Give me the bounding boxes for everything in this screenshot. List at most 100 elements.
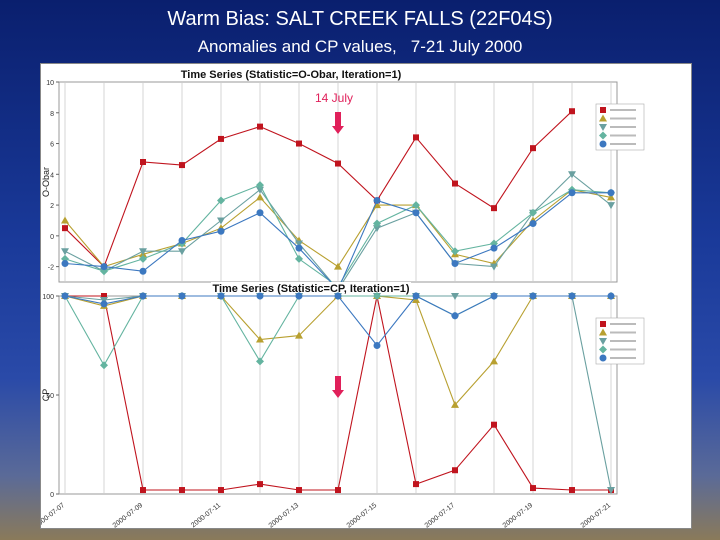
bottom-series-3-point	[451, 293, 459, 300]
bottom-series-1-point	[218, 487, 224, 494]
bottom-ytick-label: 50	[46, 393, 54, 400]
top-series-3-point	[607, 202, 615, 210]
bottom-series-1-point	[452, 467, 458, 474]
bottom-series-1-point	[101, 293, 107, 299]
top-chart-title: Time Series (Statistic=O-Obar, Iteration…	[181, 69, 402, 81]
top-series-2-point	[607, 193, 615, 201]
bottom-legend-marker-2	[599, 328, 607, 336]
bottom-series-5-point	[334, 292, 342, 300]
bottom-series-5-point	[451, 312, 459, 320]
top-series-1-point	[413, 134, 419, 141]
bottom-series-1-point	[413, 481, 419, 488]
top-annotation: 14 July	[315, 91, 353, 105]
bottom-y-axis-label: CP	[41, 389, 51, 402]
top-series-1-point	[296, 140, 302, 147]
bottom-series-5-point	[412, 292, 420, 300]
top-series-5-point	[568, 189, 576, 197]
top-series-1-point	[452, 180, 458, 187]
bottom-series-1-point	[296, 487, 302, 494]
top-series-4-point	[373, 219, 381, 228]
top-series-1-point	[257, 123, 263, 130]
bottom-series-4-point	[100, 361, 108, 370]
date-range: 7-21 July 2000	[410, 37, 523, 56]
top-ytick-label: -2	[48, 265, 54, 272]
top-series-3-point	[217, 217, 225, 225]
top-series-2-point	[334, 262, 342, 270]
top-ytick-label: 6	[50, 142, 54, 149]
top-series-1-point	[218, 135, 224, 142]
top-series-3-point	[61, 248, 69, 256]
top-series-1-point	[530, 145, 536, 152]
bottom-series-2-point	[490, 357, 498, 365]
top-series-3-point	[295, 240, 303, 248]
top-legend-marker-1	[600, 107, 606, 113]
bottom-series-3-point	[607, 487, 615, 495]
bottom-xtick-label: 2000-07-09	[112, 502, 145, 528]
bottom-series-5-point	[568, 292, 576, 300]
top-legend-marker-3	[599, 124, 607, 131]
top-ytick-label: 10	[46, 80, 54, 87]
top-series-2-point	[256, 193, 264, 201]
bottom-series-2-point	[256, 335, 264, 343]
bottom-series-5-point	[256, 292, 264, 300]
bottom-series-5-point	[139, 292, 147, 300]
bottom-series-1-point	[140, 487, 146, 494]
top-series-4-point	[61, 254, 69, 263]
bottom-ytick-label: 0	[50, 492, 54, 499]
top-legend-marker-4	[599, 131, 607, 140]
top-series-5-point	[373, 196, 381, 204]
bottom-chart: 100 50 0 CP Time Series (Statistic=CP, Itera…	[34, 282, 645, 530]
bottom-series-5-point	[490, 292, 498, 300]
top-series-5-point	[529, 220, 537, 228]
bottom-xtick-label: 2000-07-11	[190, 502, 222, 528]
top-series-4-point	[139, 254, 147, 263]
top-series-5-point	[217, 227, 225, 235]
bottom-series-5-point	[61, 292, 69, 300]
top-series-5-point	[607, 189, 615, 197]
top-series-4-point	[295, 254, 303, 263]
top-series-1-point	[335, 160, 341, 167]
bottom-series-1-point	[530, 485, 536, 492]
top-series-5-point	[256, 209, 264, 217]
bottom-legend-marker-3	[599, 338, 607, 345]
top-series-4-point	[217, 196, 225, 205]
bottom-xtick-label: 2000-07-19	[502, 502, 535, 528]
bottom-legend-marker-4	[599, 345, 607, 354]
bottom-series-4-point	[256, 357, 264, 366]
bottom-series-5-point	[373, 342, 381, 349]
top-series-4-point	[451, 247, 459, 256]
bottom-series-4-point	[373, 292, 381, 300]
slide-title: Warm Bias: SALT CREEK FALLS (22F04S)	[167, 8, 553, 30]
top-title-bg	[191, 68, 391, 80]
bottom-xtick-label: 2000-07-13	[268, 502, 301, 528]
top-series-5-point	[178, 236, 186, 244]
bottom-series-1-point	[335, 487, 341, 494]
bottom-arrow-head	[332, 390, 344, 398]
top-ytick-label: 8	[50, 111, 54, 118]
top-series-5-point	[100, 263, 108, 271]
top-series-3-point	[178, 248, 186, 256]
top-legend-marker-2	[599, 114, 607, 122]
top-series-1-point	[569, 108, 575, 115]
bottom-series-1-point	[179, 487, 185, 494]
top-series-5-point	[61, 260, 69, 268]
bottom-series-5-point	[529, 292, 537, 300]
slide-subtitle: Anomalies and CP values, 7-21 July 2000	[0, 37, 720, 57]
bottom-series-2-point	[295, 331, 303, 339]
top-chart: 10 8 6 4 2 0 -2 O-Obar Time Series (Statistic=O-…	[41, 68, 645, 294]
bottom-chart-title: Time Series (Statistic=CP, Iteration=1)	[212, 283, 409, 295]
top-series-1-point	[491, 205, 497, 212]
subtitle-text: Anomalies and CP values,	[197, 37, 397, 56]
top-series-5-point	[451, 260, 459, 268]
top-arrow-head	[332, 126, 344, 134]
top-series-4-point	[529, 208, 537, 217]
bottom-title-bg	[211, 282, 411, 294]
bottom-series-5-point	[100, 300, 108, 308]
bottom-series-5-point	[607, 292, 615, 300]
top-series-4-point	[256, 181, 264, 190]
bottom-series-1-point	[257, 481, 263, 488]
bottom-series-2-point	[451, 400, 459, 408]
bottom-legend-marker-1	[600, 321, 606, 327]
bottom-arrow-shaft	[335, 376, 341, 390]
top-series-5-point	[490, 244, 498, 252]
